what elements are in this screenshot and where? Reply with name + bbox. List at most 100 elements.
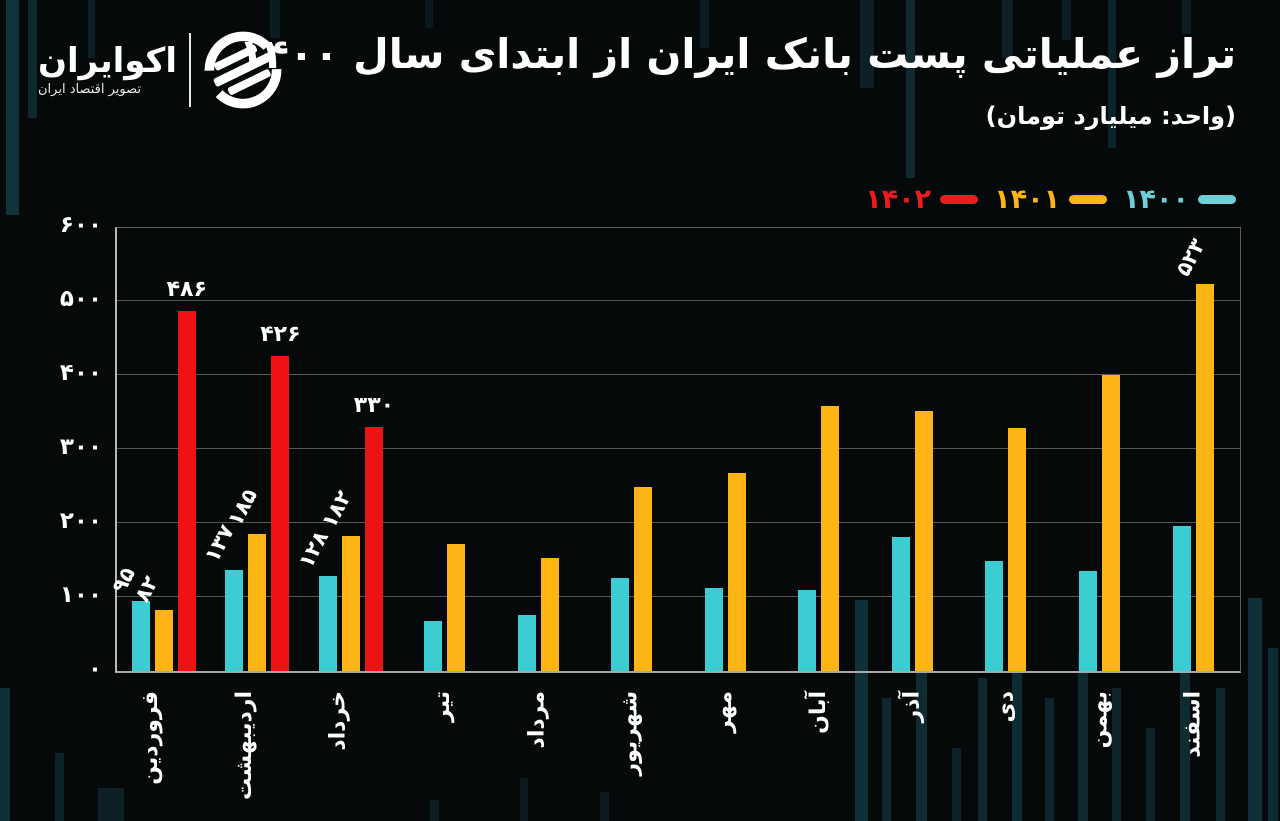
bars-row: ۹۵ ۸۲ ۴۸۶ ۱۳۷ ۱۸۵ ۴۲۶ ۱۲۸ ۱۸۲ ۳۳۰ ۵۲۳ xyxy=(107,228,1240,671)
bar-group-12: ۵۲۳ xyxy=(1146,228,1240,671)
bg-streak xyxy=(600,792,609,821)
month-col-9: آذر xyxy=(866,681,960,816)
legend-label: ۱۴۰۰ xyxy=(1123,184,1189,215)
legend-item-2: ۱۴۰۱ xyxy=(994,186,1108,213)
bar-1401-9 xyxy=(914,411,933,671)
bar-1400-5 xyxy=(517,615,536,671)
bg-streak xyxy=(1112,688,1121,821)
bg-streak xyxy=(88,0,95,58)
bar-1401-4 xyxy=(447,544,466,671)
ecoiran-logo: اکوایران تصویر اقتصاد ایران xyxy=(38,30,283,110)
bg-streak xyxy=(1180,638,1190,821)
bar-group-7 xyxy=(678,228,772,671)
bg-streak xyxy=(882,698,891,821)
bar-value-label: ۱۸۵ xyxy=(223,484,263,530)
gridline-500 xyxy=(117,300,1240,301)
chart-title: تراز عملیاتی پست بانک ایران از ابتدای سا… xyxy=(238,30,1236,78)
bar-1401-7 xyxy=(727,473,746,671)
y-tick: ۳۰۰ xyxy=(59,434,102,460)
bar-1402-3: ۳۳۰ xyxy=(354,393,394,671)
bar-value-label: ۴۲۶ xyxy=(260,322,301,347)
bg-streak xyxy=(55,753,64,821)
month-label: آذر xyxy=(899,691,925,723)
month-col-3: خرداد xyxy=(303,681,397,816)
month-col-5: مرداد xyxy=(490,681,584,816)
bg-streak xyxy=(430,800,439,821)
bar-1400-2: ۱۳۷ xyxy=(200,521,244,671)
bg-streak xyxy=(0,688,10,821)
bar-1400-11 xyxy=(1079,571,1098,671)
bar-1402-2: ۴۲۶ xyxy=(260,322,301,671)
month-col-12: اسفند xyxy=(1147,681,1241,816)
bar-1401-2: ۱۸۵ xyxy=(223,485,267,671)
x-axis-labels: فروردین اردیبهشت خرداد تیر مرداد شهریور مهر آبا… xyxy=(115,681,1241,816)
bg-streak xyxy=(6,0,19,215)
bar-1401-5 xyxy=(540,558,559,671)
bar-1401-8 xyxy=(821,406,840,671)
bg-streak xyxy=(1146,728,1155,821)
month-label: مهر xyxy=(711,691,737,733)
unit-note: (واحد: میلیارد تومان) xyxy=(985,102,1236,130)
bar-value-label: ۱۸۲ xyxy=(316,486,356,532)
ecoiran-logo-icon xyxy=(204,31,282,109)
bar-1400-1: ۹۵ xyxy=(107,563,150,671)
month-label: تیر xyxy=(430,691,456,722)
bg-streak xyxy=(1078,653,1088,821)
logo-tagline: تصویر اقتصاد ایران xyxy=(38,82,141,98)
bar-1400-8 xyxy=(798,590,817,671)
bg-streak xyxy=(1002,0,1013,58)
bg-streak xyxy=(425,0,433,28)
bg-streak xyxy=(28,0,37,118)
bg-streak xyxy=(916,638,927,821)
gridline-100 xyxy=(117,596,1240,597)
bg-streak xyxy=(1248,598,1262,821)
bg-streak xyxy=(1216,688,1225,821)
y-tick: ۴۰۰ xyxy=(59,360,102,386)
y-tick: ۶۰۰ xyxy=(59,212,102,238)
bar-1401-1: ۸۲ xyxy=(130,572,173,671)
bar-1400-10 xyxy=(985,561,1004,671)
y-tick: ۰ xyxy=(87,656,102,682)
month-col-10: دی xyxy=(959,681,1053,816)
legend-label: ۱۴۰۲ xyxy=(865,184,932,215)
bar-1400-6 xyxy=(611,578,630,671)
month-label: اسفند xyxy=(1181,691,1207,758)
bg-streak xyxy=(98,788,124,821)
month-col-11: بهمن xyxy=(1053,681,1147,816)
bg-streak xyxy=(906,0,915,178)
bar-value-label: ۵۲۳ xyxy=(1170,234,1210,280)
month-col-2: اردیبهشت xyxy=(209,681,303,816)
bar-group-5 xyxy=(491,228,585,671)
month-label: خرداد xyxy=(325,691,351,751)
month-label: مرداد xyxy=(524,691,550,749)
logo-divider xyxy=(189,33,191,107)
bar-group-8 xyxy=(772,228,866,671)
plot-area: ۹۵ ۸۲ ۴۸۶ ۱۳۷ ۱۸۵ ۴۲۶ ۱۲۸ ۱۸۲ ۳۳۰ ۵۲۳ xyxy=(107,227,1241,673)
month-label: بهمن xyxy=(1087,691,1113,749)
bar-group-10 xyxy=(959,228,1053,671)
bg-streak xyxy=(1062,0,1071,40)
legend-item-3: ۱۴۰۰ xyxy=(1123,186,1236,213)
bar-1401-3: ۱۸۲ xyxy=(317,487,360,671)
bar-1400-12 xyxy=(1172,526,1191,671)
bg-streak xyxy=(700,0,709,48)
bg-streak xyxy=(860,0,874,88)
gridline-300 xyxy=(117,448,1240,449)
bg-streak xyxy=(952,748,961,821)
bar-1401-12: ۵۲۳ xyxy=(1170,235,1214,671)
bar-group-11 xyxy=(1053,228,1147,671)
month-col-8: آبان xyxy=(772,681,866,816)
bar-1400-4 xyxy=(424,621,443,671)
gridline-400 xyxy=(117,374,1240,375)
bar-group-4 xyxy=(398,228,492,671)
month-col-4: تیر xyxy=(396,681,490,816)
bg-streak xyxy=(1108,0,1116,148)
bar-value-label: ۴۸۶ xyxy=(166,277,207,302)
month-label: آبان xyxy=(805,691,831,734)
legend-dash-icon xyxy=(940,195,979,204)
bar-value-label: ۳۳۰ xyxy=(353,393,395,418)
bar-group-9 xyxy=(866,228,960,671)
y-tick: ۵۰۰ xyxy=(59,286,102,312)
bar-1401-11 xyxy=(1102,375,1121,671)
legend-item-1: ۱۴۰۲ xyxy=(865,184,979,215)
